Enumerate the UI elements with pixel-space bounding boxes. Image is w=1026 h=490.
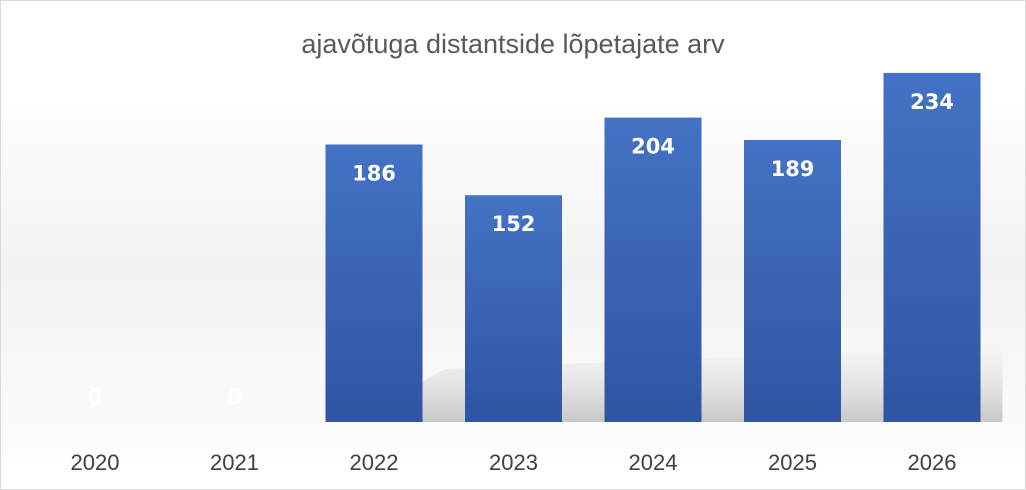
x-tick-label-2022: 2022 [350,450,399,475]
x-tick-label-2020: 2020 [71,450,120,475]
data-label-2021: 0 [227,385,242,409]
x-tick-label-2021: 2021 [210,450,259,475]
data-label-2026: 234 [910,90,954,114]
bar-2025 [744,140,841,422]
data-label-2020: 0 [88,385,103,409]
bar-2023 [465,195,562,422]
x-tick-label-2026: 2026 [908,450,957,475]
x-tick-label-2023: 2023 [489,450,538,475]
data-label-2022: 186 [352,162,396,186]
bar-2026 [883,72,981,423]
chart-title: ajavõtuga distantside lõpetajate arv [301,29,725,59]
data-label-2023: 152 [492,212,536,236]
bar-2024 [604,117,702,422]
x-tick-label-2025: 2025 [768,450,817,475]
x-tick-label-2024: 2024 [629,450,678,475]
bar-2022 [325,144,423,422]
data-label-2024: 204 [631,135,675,159]
data-label-2025: 189 [771,157,815,181]
